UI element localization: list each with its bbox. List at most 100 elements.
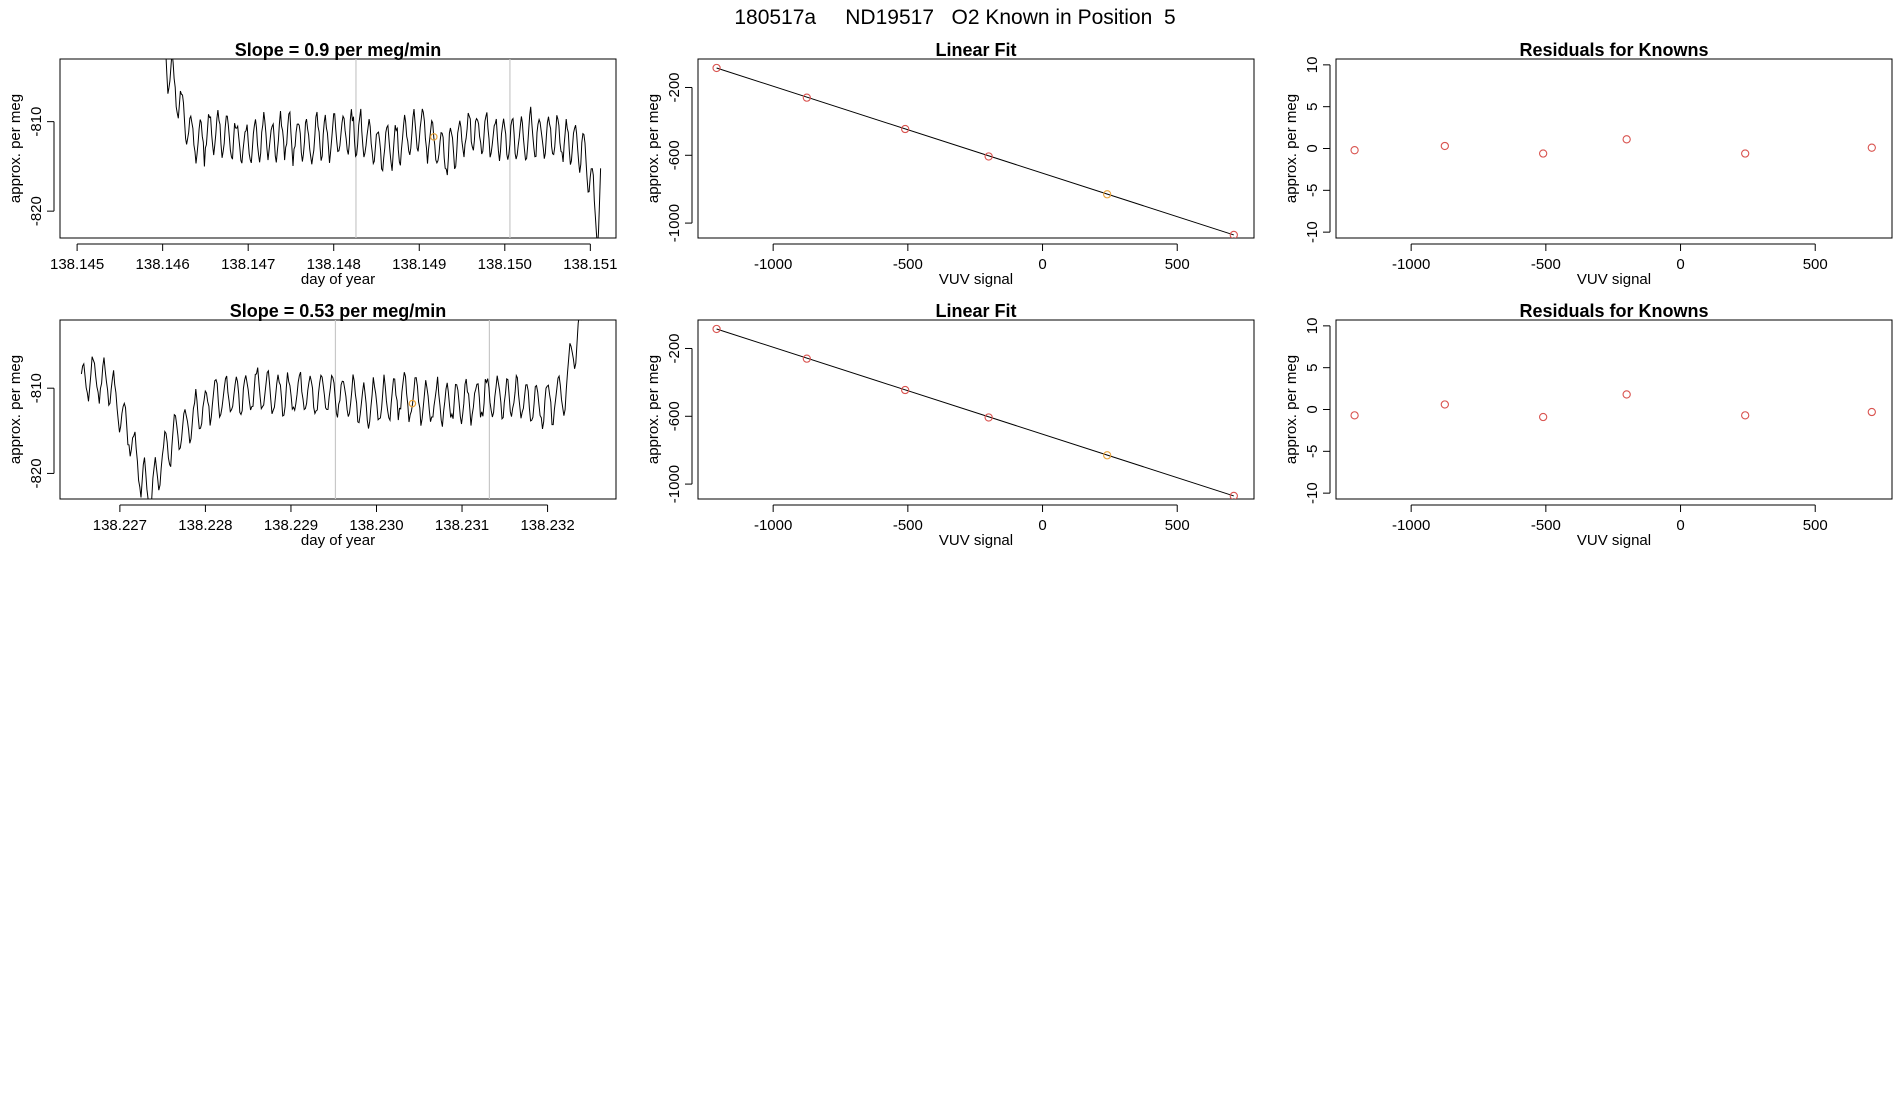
data-point [712, 63, 721, 73]
panel-ts2: Slope = 0.53 per meg/min 138.227 138.228 13… [7, 301, 617, 549]
x-tick-label: 500 [1165, 517, 1190, 534]
plot-area [712, 63, 1238, 238]
y-tick-label: -820 [28, 196, 45, 226]
data-point [1440, 141, 1449, 151]
x-tick-label: -500 [893, 256, 923, 273]
data-point [1440, 400, 1449, 409]
panel-fit2: Linear Fit -1000 -500 0 500 VUV signal -200 -60… [645, 301, 1255, 549]
y-axis-label: approx. per meg [1283, 94, 1300, 203]
x-tick-label: 138.151 [563, 256, 617, 273]
x-tick-label: 0 [1038, 517, 1046, 534]
y-tick-label: -600 [666, 140, 683, 170]
x-tick-label: 500 [1165, 256, 1190, 273]
x-tick-label: 138.145 [50, 256, 104, 273]
y-tick-label: -200 [666, 72, 683, 102]
data-point [984, 152, 993, 161]
y-tick-label: -810 [28, 107, 45, 137]
data-point [1539, 149, 1548, 158]
y-tick-label: 0 [1304, 405, 1321, 413]
x-tick-label: -500 [893, 517, 923, 534]
plot-frame [1335, 319, 1893, 500]
y-axis-label: approx. per meg [7, 355, 24, 464]
x-tick-label: 138.150 [478, 256, 532, 273]
x-tick-label: 138.232 [520, 517, 574, 534]
plot-frame [59, 58, 617, 239]
x-tick-label: 500 [1803, 517, 1828, 534]
data-point [901, 124, 910, 134]
x-tick-label: 138.146 [136, 256, 190, 273]
plot-frame [59, 319, 617, 500]
data-point [984, 413, 993, 422]
panel-res2: Residuals for Knowns -1000 -500 0 500 VUV sig… [1283, 301, 1893, 549]
y-tick-label: -600 [666, 401, 683, 431]
y-axis-label: approx. per meg [645, 94, 662, 203]
data-point [1867, 143, 1876, 152]
data-point [1622, 390, 1631, 399]
highlight-point [1103, 190, 1112, 199]
x-tick-label: -500 [1531, 517, 1561, 534]
y-tick-label: -5 [1304, 445, 1321, 458]
data-point [1229, 491, 1238, 499]
x-tick-label: 138.227 [93, 517, 147, 534]
series-line [80, 320, 583, 499]
x-tick-label: 0 [1038, 256, 1046, 273]
plot-frame [697, 58, 1255, 239]
y-axis-label: approx. per meg [645, 355, 662, 464]
y-tick-label: 5 [1304, 364, 1321, 372]
series-line [165, 59, 602, 238]
x-tick-label: -1000 [754, 517, 792, 534]
plot-area [165, 59, 602, 238]
y-tick-label: 10 [1304, 57, 1321, 74]
data-point [1350, 146, 1359, 155]
data-point [802, 93, 811, 102]
y-axis-label: approx. per meg [7, 94, 24, 203]
x-tick-label: 0 [1676, 256, 1684, 273]
plot-area [712, 324, 1238, 499]
y-tick-label: -200 [666, 333, 683, 363]
panel-res1: Residuals for Knowns -1000 -500 0 500 VUV sig… [1283, 40, 1893, 288]
panel-fit1: Linear Fit -1000 -500 0 500 VUV signal -200 -60… [645, 40, 1255, 288]
data-point [1622, 135, 1631, 144]
x-tick-label: -1000 [1392, 256, 1430, 273]
x-tick-label: 138.149 [392, 256, 446, 273]
x-axis-label: day of year [301, 271, 375, 288]
x-axis-label: day of year [301, 532, 375, 549]
x-tick-label: -1000 [1392, 517, 1430, 534]
x-tick-label: 500 [1803, 256, 1828, 273]
y-tick-label: 5 [1304, 103, 1321, 111]
data-point [1539, 412, 1548, 422]
plot-frame [1335, 58, 1893, 239]
x-axis-label: VUV signal [939, 271, 1013, 288]
panel-title: Residuals for Knowns [1519, 301, 1708, 321]
x-tick-label: -1000 [754, 256, 792, 273]
data-point [712, 324, 721, 334]
x-tick-label: 138.230 [349, 517, 403, 534]
y-tick-label: -810 [28, 373, 45, 403]
y-tick-label: -1000 [666, 204, 683, 242]
panel-title: Linear Fit [935, 301, 1016, 321]
data-point [1350, 411, 1359, 420]
x-axis-label: VUV signal [1577, 532, 1651, 549]
highlight-point [408, 399, 417, 408]
y-tick-label: 0 [1304, 144, 1321, 152]
fit-line [716, 328, 1234, 497]
data-point [802, 354, 811, 363]
fit-line [716, 67, 1234, 236]
x-tick-label: 138.148 [307, 256, 361, 273]
data-point [1229, 230, 1238, 238]
x-axis-label: VUV signal [1577, 271, 1651, 288]
highlight-point [430, 133, 438, 141]
panel-title: Linear Fit [935, 40, 1016, 60]
data-point [1867, 407, 1876, 417]
panel-title: Residuals for Knowns [1519, 40, 1708, 60]
x-tick-label: 138.229 [264, 517, 318, 534]
plot-area [1350, 135, 1876, 158]
y-tick-label: -5 [1304, 184, 1321, 197]
y-tick-label: -1000 [666, 465, 683, 503]
panel-ts1: Slope = 0.9 per meg/min 138.145 138.146 138… [7, 40, 617, 288]
x-tick-label: 138.231 [435, 517, 489, 534]
y-axis-label: approx. per meg [1283, 355, 1300, 464]
y-tick-label: -820 [28, 458, 45, 488]
x-tick-label: 0 [1676, 517, 1684, 534]
